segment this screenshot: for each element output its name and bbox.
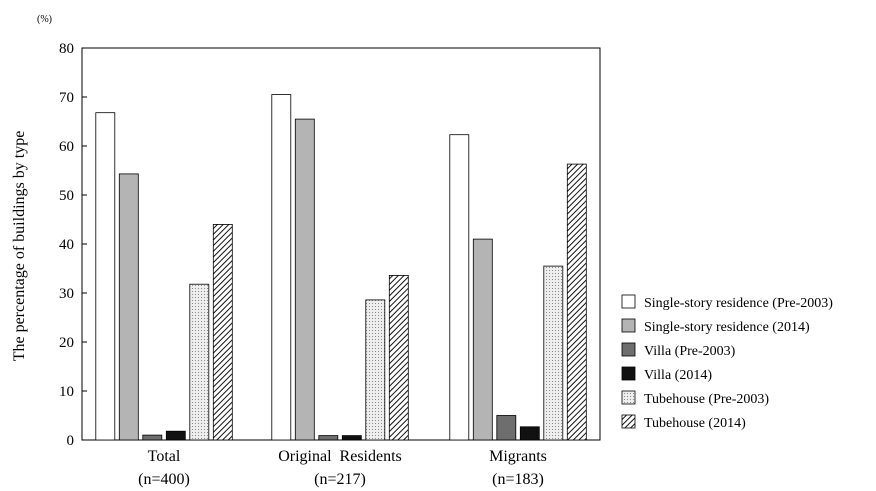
y-tick-label: 10 — [59, 384, 74, 400]
bar-tubehouse-2014-2 — [566, 163, 587, 441]
bar-villa-2014-1 — [341, 435, 362, 441]
legend-swatch — [621, 390, 636, 405]
legend-swatch — [621, 414, 636, 429]
x-category-n-label: (n=400) — [138, 471, 190, 488]
x-category-label: Migrants — [489, 448, 547, 465]
legend-swatch — [621, 318, 636, 333]
bar-single-story-residence-2014-1 — [294, 118, 315, 441]
x-category-label: Original Residents — [278, 448, 402, 465]
y-tick-label: 70 — [59, 90, 74, 106]
bar-single-story-residence-pre-2003-1 — [271, 94, 292, 441]
y-tick-label: 0 — [67, 433, 75, 449]
legend-swatch — [621, 342, 636, 357]
bar-villa-pre-2003-0 — [142, 434, 163, 441]
bar-tubehouse-pre-2003-0 — [189, 283, 210, 441]
y-tick-label: 30 — [59, 286, 74, 302]
x-category-n-label: (n=217) — [314, 471, 366, 488]
bar-single-story-residence-pre-2003-0 — [95, 112, 116, 441]
bar-villa-2014-2 — [519, 426, 540, 441]
bar-single-story-residence-pre-2003-2 — [449, 134, 470, 441]
x-category-label: Total — [148, 448, 181, 465]
legend-swatch — [621, 294, 636, 309]
y-tick-label: 60 — [59, 139, 74, 155]
bar-single-story-residence-2014-2 — [472, 238, 493, 441]
bar-tubehouse-pre-2003-1 — [365, 299, 386, 441]
bar-villa-pre-2003-2 — [496, 415, 517, 441]
plot-area-frame — [81, 47, 601, 441]
bar-tubehouse-2014-1 — [388, 274, 409, 441]
legend-label: Tubehouse (2014) — [644, 416, 746, 431]
bar-single-story-residence-2014-0 — [118, 173, 139, 441]
legend-label: Single-story residence (2014) — [644, 320, 810, 335]
bar-villa-pre-2003-1 — [318, 435, 339, 441]
legend-label: Villa (2014) — [644, 368, 712, 383]
legend-swatch — [621, 366, 636, 381]
legend-label: Villa (Pre-2003) — [644, 344, 736, 359]
bar-tubehouse-pre-2003-2 — [543, 265, 564, 441]
x-category-n-label: (n=183) — [492, 471, 544, 488]
y-tick-label: 50 — [59, 188, 74, 204]
y-axis: 0 10 20 30 40 50 60 70 80 — [59, 41, 87, 449]
y-tick-label: 80 — [59, 41, 74, 57]
y-unit-label: (%) — [37, 14, 52, 25]
legend-label: Tubehouse (Pre-2003) — [644, 392, 769, 407]
legend-label: Single-story residence (Pre-2003) — [644, 296, 833, 311]
legend: Single-story residence (Pre-2003) Single-… — [621, 294, 833, 431]
x-axis: Total (n=400) Original Residents (n=217) Mig… — [138, 448, 547, 488]
bar-tubehouse-2014-0 — [212, 223, 233, 441]
y-tick-label: 20 — [59, 335, 74, 351]
y-axis-title: The percentage of buildings by type — [11, 131, 28, 362]
bars-group — [95, 94, 587, 441]
bar-villa-2014-0 — [165, 430, 186, 441]
y-tick-label: 40 — [59, 237, 74, 253]
